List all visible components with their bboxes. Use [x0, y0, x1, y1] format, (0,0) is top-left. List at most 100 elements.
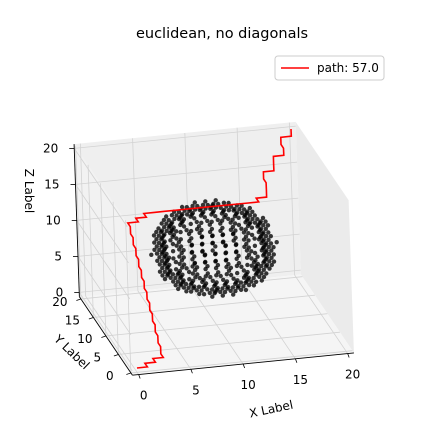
obstacle-point [244, 218, 250, 223]
obstacle-point [257, 227, 263, 233]
obstacle-point [159, 221, 164, 226]
obstacle-point [170, 249, 176, 254]
obstacle-point [249, 263, 254, 268]
obstacle-point [246, 231, 251, 236]
obstacle-point [184, 289, 189, 294]
x-tick-label: 0 [140, 389, 148, 403]
obstacle-point [252, 236, 257, 241]
y-tick-mark [126, 372, 132, 375]
obstacle-point [214, 280, 219, 285]
obstacle-point [157, 255, 162, 260]
obstacle-point [249, 232, 255, 238]
obstacle-point [252, 250, 258, 256]
x-tick-label: 10 [241, 378, 256, 392]
obstacle-point [218, 289, 223, 295]
obstacle-point [228, 272, 234, 278]
obstacle-point [209, 287, 215, 292]
obstacle-point [234, 249, 239, 254]
obstacle-point [238, 280, 244, 285]
obstacle-point [165, 273, 170, 278]
obstacle-point [171, 225, 176, 230]
obstacle-point [259, 278, 264, 283]
obstacle-point [269, 262, 274, 268]
obstacle-point [164, 258, 169, 264]
obstacle-point [188, 221, 193, 227]
obstacle-point [207, 290, 212, 296]
obstacle-point [238, 287, 244, 292]
obstacle-point [257, 274, 262, 279]
obstacle-point [221, 200, 227, 205]
obstacle-point [263, 226, 268, 231]
obstacle-point [224, 264, 229, 270]
obstacle-point [269, 255, 274, 260]
x-tick-label: 15 [293, 373, 308, 387]
obstacle-point [194, 227, 200, 232]
obstacle-point [271, 245, 276, 250]
obstacle-point [235, 278, 240, 283]
obstacle-point [212, 283, 217, 289]
obstacle-point [266, 230, 271, 235]
obstacle-point [223, 243, 228, 248]
obstacle-point [167, 262, 172, 268]
x-tick-mark [295, 358, 298, 363]
obstacle-point [157, 269, 163, 274]
obstacle-point [197, 275, 202, 281]
grid-line [93, 294, 315, 318]
obstacle-point [233, 288, 238, 294]
obstacle-point [184, 212, 190, 217]
obstacle-point [259, 271, 264, 276]
obstacle-point [257, 220, 262, 226]
obstacle-point [156, 226, 161, 231]
obstacle-point [192, 267, 198, 273]
x-tick-mark [138, 374, 141, 379]
obstacle-point [247, 221, 252, 227]
path-line [126, 128, 293, 369]
obstacle-point [255, 224, 260, 229]
obstacle-point [174, 229, 179, 234]
obstacle-point [252, 213, 257, 218]
obstacle-point [255, 217, 260, 222]
obstacle-point [192, 200, 197, 205]
obstacle-point [242, 244, 247, 249]
obstacle-point [263, 219, 268, 224]
obstacle-point [261, 267, 266, 272]
grid-line [242, 280, 296, 360]
obstacle-point [250, 209, 255, 214]
x-tick-label: 20 [345, 368, 360, 382]
obstacle-point [218, 205, 223, 210]
obstacle-point [194, 288, 199, 293]
obstacle-point [159, 251, 164, 256]
obstacle-point [192, 216, 197, 221]
obstacle-point [174, 236, 179, 241]
obstacle-point [175, 272, 180, 277]
grid-line [105, 313, 328, 337]
y-tick-mark [113, 354, 119, 357]
obstacle-point [184, 266, 189, 271]
obstacle-point [160, 273, 165, 278]
obstacle-point [243, 280, 248, 285]
x-tick-mark [190, 369, 193, 374]
obstacle-point [168, 238, 173, 243]
obstacle-point [221, 239, 226, 244]
obstacle-point [245, 262, 250, 268]
z-tick-label: 5 [54, 249, 62, 263]
obstacle-point [235, 270, 240, 276]
obstacle-point [265, 223, 271, 228]
obstacle-point [207, 229, 213, 235]
obstacle-point [267, 266, 272, 271]
obstacle-point [197, 291, 202, 297]
x-axis-label: X Label [248, 398, 294, 421]
obstacle-point [210, 278, 215, 283]
obstacle-point [214, 273, 219, 278]
obstacle-point [200, 211, 205, 216]
obstacle-point [231, 231, 236, 236]
obstacle-point [241, 284, 246, 289]
obstacle-point [253, 279, 259, 284]
obstacle-point [157, 247, 162, 253]
legend-box [274, 55, 385, 81]
obstacle-point [233, 211, 239, 217]
obstacle-point [246, 238, 251, 243]
obstacle-point [225, 286, 230, 291]
obstacle-point [226, 268, 232, 273]
obstacle-point [189, 249, 195, 255]
